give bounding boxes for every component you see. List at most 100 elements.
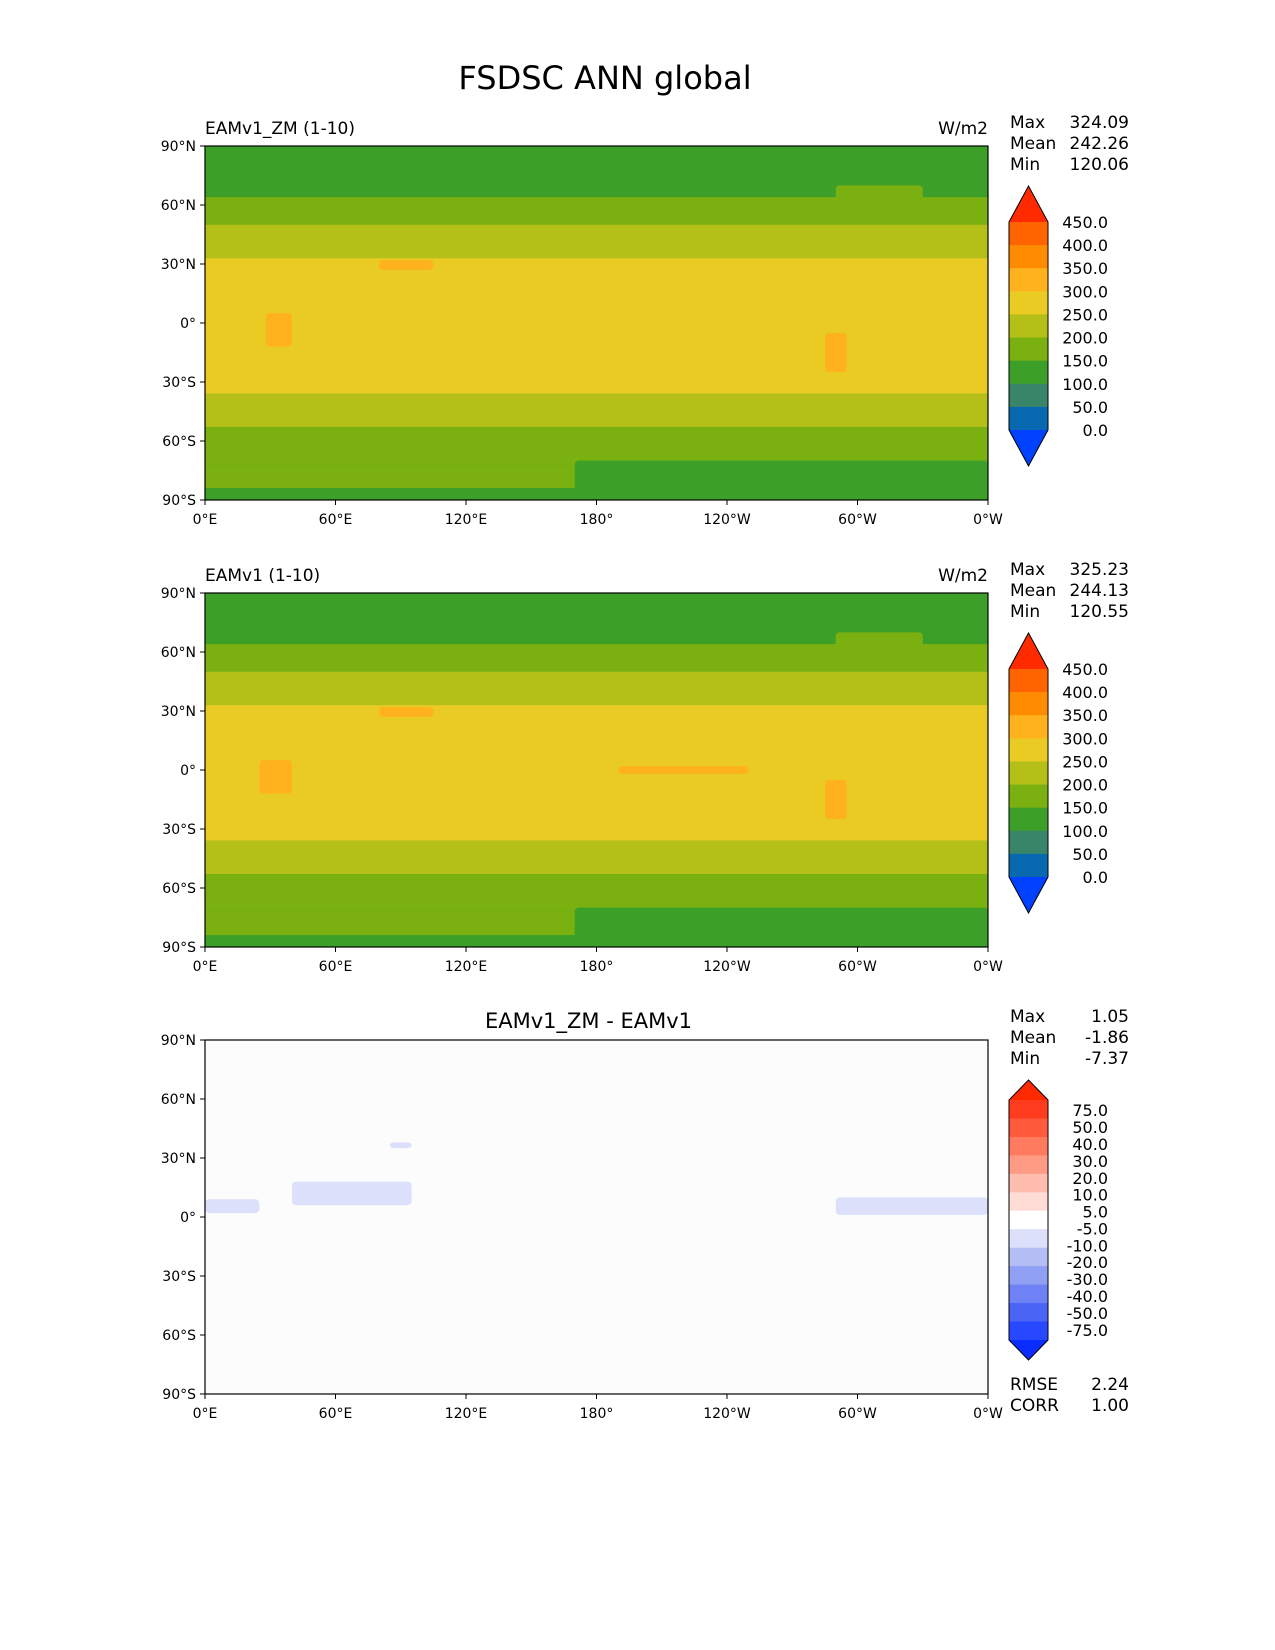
colorbar-segment	[1009, 1247, 1048, 1267]
colorbar-extend-top	[1009, 633, 1048, 669]
colorbar-label: 30.0	[1072, 1152, 1108, 1171]
colorbar-segment	[1009, 692, 1048, 716]
x-tick-label: 0°E	[193, 512, 218, 528]
stat-label: Min	[1010, 602, 1040, 622]
colorbar-segment	[1009, 1321, 1048, 1341]
y-tick-label: 60°N	[161, 198, 196, 214]
colorbar-segment	[1009, 1210, 1048, 1230]
y-tick-label: 90°N	[161, 586, 196, 602]
field-patch	[835, 632, 923, 656]
y-tick-label: 30°S	[162, 375, 196, 391]
y-tick-label: 0°	[180, 316, 196, 332]
colorbar-label: 400.0	[1062, 683, 1108, 702]
stat-value: 242.26	[1070, 134, 1129, 154]
y-tick-label: 0°	[180, 763, 196, 779]
colorbar-label: 50.0	[1072, 1118, 1108, 1137]
y-tick-label: 30°N	[161, 1151, 196, 1167]
stat-value: -7.37	[1085, 1049, 1129, 1069]
colorbar-segment	[1009, 222, 1048, 246]
colorbar-label: 400.0	[1062, 236, 1108, 255]
colorbar-label: 450.0	[1062, 660, 1108, 679]
stat-value: 244.13	[1070, 581, 1129, 601]
stat-value: 325.23	[1070, 560, 1129, 580]
colorbar-segment	[1009, 383, 1048, 408]
colorbar-label: 300.0	[1062, 729, 1108, 748]
colorbar-label: 10.0	[1072, 1186, 1108, 1205]
zonal-band	[205, 258, 988, 394]
field-patch	[379, 707, 434, 717]
panel-title: EAMv1_ZM - EAMv1	[485, 1009, 692, 1034]
field-patch	[265, 313, 292, 347]
x-tick-label: 60°W	[838, 512, 877, 528]
x-tick-label: 120°E	[445, 1406, 488, 1422]
colorbar-label: -20.0	[1067, 1253, 1108, 1272]
colorbar-label: 50.0	[1072, 845, 1108, 864]
colorbar-segment	[1009, 1118, 1048, 1138]
colorbar-segment	[1009, 406, 1048, 431]
panel-units: W/m2	[938, 119, 988, 139]
x-tick-label: 120°W	[703, 959, 751, 975]
zonal-band	[205, 671, 988, 706]
stat-value: 1.00	[1091, 1396, 1129, 1416]
x-tick-label: 60°E	[319, 959, 353, 975]
field-patch	[574, 907, 988, 947]
colorbar-extend-top	[1009, 186, 1048, 222]
x-tick-label: 0°E	[193, 959, 218, 975]
stat-label: Min	[1010, 155, 1040, 175]
x-tick-label: 120°W	[703, 512, 751, 528]
colorbar-outline	[1008, 1079, 1049, 1361]
colorbar-label: 200.0	[1062, 329, 1108, 348]
y-tick-label: 90°S	[162, 940, 196, 956]
colorbar-extend-bottom	[1009, 877, 1048, 913]
colorbar-label: 20.0	[1072, 1169, 1108, 1188]
zonal-band	[205, 393, 988, 428]
colorbar-segment	[1009, 1266, 1048, 1286]
x-tick-label: 120°W	[703, 1406, 751, 1422]
zonal-band	[205, 840, 988, 875]
stat-value: 120.55	[1070, 602, 1129, 622]
field-patch	[835, 185, 923, 209]
x-tick-label: 0°W	[973, 959, 1003, 975]
x-tick-label: 120°E	[445, 959, 488, 975]
colorbar-label: 40.0	[1072, 1135, 1108, 1154]
colorbar-label: 100.0	[1062, 822, 1108, 841]
field-patch	[389, 1142, 412, 1149]
field-patch	[824, 779, 847, 820]
colorbar-segment	[1009, 1155, 1048, 1175]
stat-value: 1.05	[1091, 1007, 1129, 1027]
colorbar-label: 150.0	[1062, 352, 1108, 371]
colorbar-label: -75.0	[1067, 1321, 1108, 1340]
stat-value: 120.06	[1070, 155, 1129, 175]
stat-value: 324.09	[1070, 113, 1129, 133]
colorbar-label: -50.0	[1067, 1304, 1108, 1323]
zonal-band	[205, 874, 988, 912]
stat-label: Max	[1010, 560, 1045, 580]
colorbar-label: -5.0	[1077, 1219, 1108, 1238]
zonal-band	[205, 705, 988, 841]
y-tick-label: 0°	[180, 1210, 196, 1226]
colorbar-segment	[1009, 1192, 1048, 1212]
stat-label: CORR	[1010, 1396, 1059, 1416]
field-patch	[205, 1199, 260, 1214]
x-tick-label: 0°W	[973, 1406, 1003, 1422]
stat-label: Min	[1010, 1049, 1040, 1069]
colorbar-extend-bottom	[1009, 1340, 1048, 1360]
colorbar-label: 0.0	[1083, 421, 1108, 440]
field-patch	[824, 332, 847, 373]
panel-title: EAMv1 (1-10)	[205, 566, 320, 586]
colorbar-label: 75.0	[1072, 1101, 1108, 1120]
colorbar-outline	[1008, 631, 1049, 915]
stat-label: Mean	[1010, 1028, 1056, 1048]
colorbar-segment	[1009, 291, 1048, 315]
stat-label: Max	[1010, 1007, 1045, 1027]
colorbar-segment	[1009, 669, 1048, 693]
zonal-band	[205, 427, 988, 465]
colorbar-label: 150.0	[1062, 799, 1108, 818]
stat-label: Max	[1010, 113, 1045, 133]
colorbar-extend-top	[1009, 1080, 1048, 1100]
stat-value: -1.86	[1085, 1028, 1129, 1048]
x-tick-label: 60°W	[838, 959, 877, 975]
y-tick-label: 60°S	[162, 1328, 196, 1344]
colorbar-label: -30.0	[1067, 1270, 1108, 1289]
